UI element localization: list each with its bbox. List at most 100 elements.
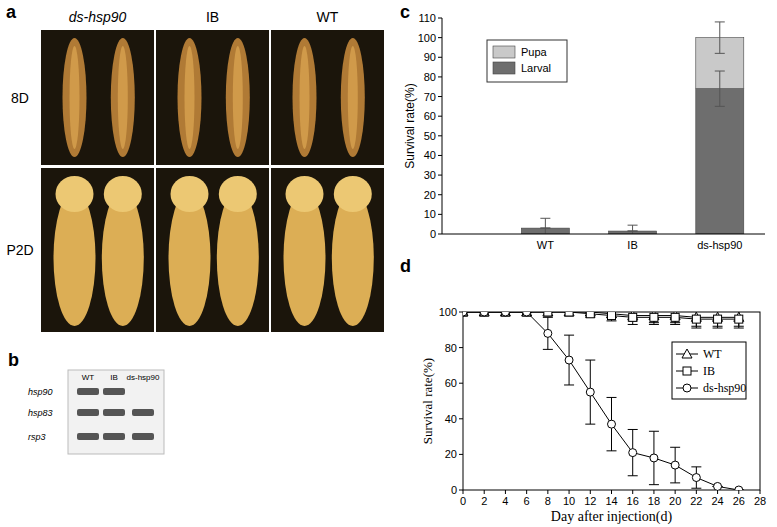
tick-label: 28 xyxy=(754,495,766,507)
marker xyxy=(501,312,509,316)
error-bar xyxy=(628,429,638,475)
tick-label: 16 xyxy=(627,495,639,507)
legend-label: ds-hsp90 xyxy=(703,381,746,395)
bar xyxy=(609,231,657,232)
figure: ads-hsp90IBWT8DP2DbWTIBds-hsp90hsp90hsp8… xyxy=(0,0,777,527)
error-bar xyxy=(670,312,680,323)
error-bar xyxy=(734,312,744,328)
marker xyxy=(544,312,552,316)
tick-label: 24 xyxy=(711,495,723,507)
error-bar xyxy=(715,71,725,106)
tick-label: 90 xyxy=(424,51,436,63)
marker xyxy=(650,454,658,462)
marker xyxy=(692,315,700,323)
legend-label: WT xyxy=(703,347,722,361)
photo xyxy=(41,168,154,332)
tick xyxy=(653,490,654,494)
legend-label: Pupa xyxy=(521,46,548,58)
larva xyxy=(293,38,317,157)
larva xyxy=(111,38,135,157)
larva xyxy=(63,38,87,157)
marker xyxy=(480,312,488,316)
marker xyxy=(714,315,722,323)
tick-label: 12 xyxy=(584,495,596,507)
larva xyxy=(178,38,202,157)
row-label: P2D xyxy=(6,242,33,258)
pupa-head xyxy=(334,176,372,212)
tick xyxy=(438,116,442,117)
tick xyxy=(738,490,739,494)
marker xyxy=(544,329,552,337)
tick-label: 0 xyxy=(430,228,436,240)
larva-highlight xyxy=(70,46,80,149)
tick xyxy=(526,490,527,494)
tick-label: 26 xyxy=(733,495,745,507)
tick-label: 30 xyxy=(424,169,436,181)
error-bar xyxy=(628,231,638,232)
tick-label: 2 xyxy=(481,495,487,507)
marker xyxy=(463,312,467,316)
tick-label: 20 xyxy=(424,189,436,201)
marker xyxy=(500,312,510,316)
band xyxy=(77,409,99,416)
larva xyxy=(226,38,250,157)
row-label: 8D xyxy=(11,90,29,106)
tick xyxy=(459,383,463,384)
tick-label: 0 xyxy=(460,495,466,507)
marker xyxy=(629,449,637,457)
tick xyxy=(459,490,463,491)
gene-label: rsp3 xyxy=(28,432,46,442)
photo xyxy=(156,30,269,165)
legend xyxy=(487,40,567,82)
tick xyxy=(590,490,591,494)
lane-label: IB xyxy=(110,373,118,382)
tick xyxy=(505,490,506,494)
category-label: IB xyxy=(627,239,637,251)
panel-label: c xyxy=(400,2,410,22)
marker xyxy=(671,313,679,321)
tick xyxy=(459,312,463,313)
tick-label: 4 xyxy=(502,495,508,507)
legend-swatch xyxy=(493,62,515,74)
tick xyxy=(438,214,442,215)
photo xyxy=(41,30,154,165)
tick xyxy=(438,194,442,195)
marker xyxy=(671,461,679,469)
error-bar xyxy=(585,312,595,317)
marker xyxy=(735,315,743,323)
marker xyxy=(565,312,573,316)
tick xyxy=(463,490,464,494)
error-bar xyxy=(607,312,617,321)
photo xyxy=(156,168,269,332)
error-bar xyxy=(649,431,659,484)
tick xyxy=(459,347,463,348)
error-bar xyxy=(649,312,659,324)
larva-highlight xyxy=(185,46,195,149)
tick-label: 22 xyxy=(690,495,702,507)
tick-label: 100 xyxy=(418,32,436,44)
marker xyxy=(629,313,637,321)
tick xyxy=(569,490,570,494)
column-label: IB xyxy=(206,9,219,25)
error-bar xyxy=(691,312,701,328)
band xyxy=(132,433,154,440)
tick xyxy=(675,490,676,494)
error-bar xyxy=(670,447,680,483)
marker xyxy=(479,312,489,316)
tick-label: 20 xyxy=(669,495,681,507)
marker xyxy=(714,482,722,490)
tick-label: 40 xyxy=(445,413,457,425)
tick xyxy=(760,490,761,494)
marker xyxy=(522,312,532,316)
pupa-head xyxy=(286,176,324,212)
tick xyxy=(438,18,442,19)
tick-label: 8 xyxy=(545,495,551,507)
marker xyxy=(523,312,531,316)
legend xyxy=(672,342,746,399)
axis-label: Day after injection(d) xyxy=(551,509,673,525)
gene-label: hsp90 xyxy=(28,387,53,397)
pupa-head xyxy=(104,176,142,212)
larva-highlight xyxy=(348,46,358,149)
tick-label: 40 xyxy=(424,149,436,161)
error-bar xyxy=(628,225,638,234)
